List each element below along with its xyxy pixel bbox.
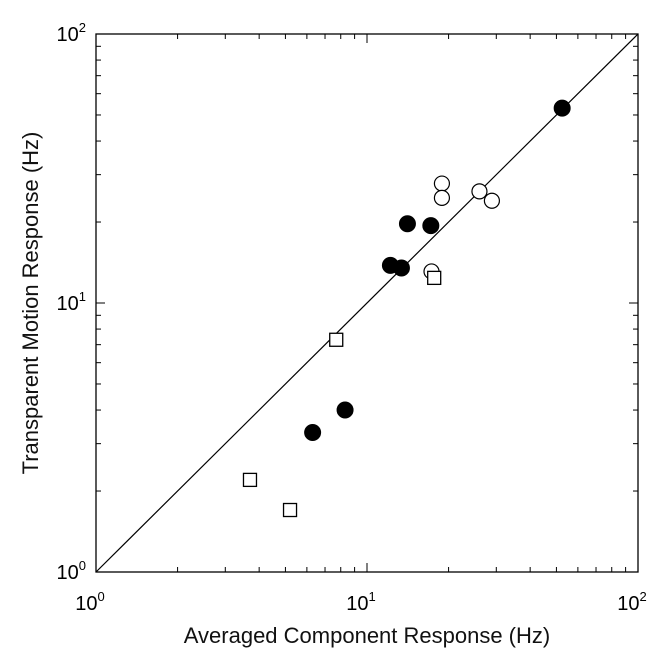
filled-circle-point [392,259,410,277]
y-tick-label: 102 [57,20,86,46]
x-axis-title: Averaged Component Response (Hz) [184,623,550,648]
open-circle-point [433,189,451,206]
open-circle-point [483,192,501,209]
identity-line [95,33,639,573]
open-square-point [242,472,258,488]
open-square-point [427,270,442,286]
y-tick-label: 100 [57,558,86,584]
y-tick-label: 101 [57,289,86,315]
x-tick-label: 101 [346,589,375,615]
open-circle-point [471,183,488,200]
data-points [242,99,571,518]
x-tick-label: 102 [617,589,646,615]
x-tick-label: 100 [75,589,104,615]
y-axis-title: Transparent Motion Response (Hz) [18,132,43,475]
open-square-point [282,502,298,518]
filled-circle-point [304,424,322,442]
filled-circle-point [553,99,571,117]
filled-circle-point [336,401,354,419]
open-circle-point [433,175,451,192]
filled-circle-point [422,217,440,235]
open-square-point [329,332,344,347]
axis-ticks [95,34,638,573]
filled-circle-point [398,215,416,233]
